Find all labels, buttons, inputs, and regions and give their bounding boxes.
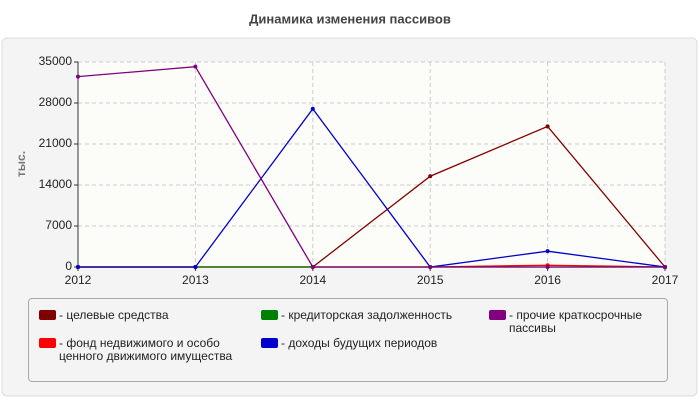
- plot-area: [78, 62, 665, 267]
- point: [428, 174, 433, 179]
- legend-swatch: [261, 338, 278, 348]
- x-tick-label: 2017: [652, 273, 679, 287]
- legend-swatch: [39, 310, 56, 320]
- legend-item: - прочие краткосрочные пассивы: [489, 309, 669, 335]
- point: [310, 265, 315, 269]
- legend-swatch: [261, 310, 278, 320]
- point: [76, 265, 80, 269]
- point: [663, 265, 667, 269]
- y-tick-label: 35000: [39, 54, 73, 68]
- legend-swatch: [489, 310, 506, 320]
- legend-item: - кредиторская задолженность: [261, 309, 489, 335]
- series-line: [78, 107, 666, 268]
- y-tick-label: 21000: [39, 136, 73, 150]
- x-tick-label: 2016: [534, 273, 561, 287]
- point: [545, 124, 550, 129]
- point: [428, 265, 433, 269]
- legend-label: - фонд недвижимого и особо ценного движи…: [59, 336, 233, 363]
- legend-item: - доходы будущих периодов: [261, 337, 489, 363]
- y-tick-label: 28000: [39, 95, 73, 109]
- x-tick-label: 2013: [182, 273, 209, 287]
- y-tick-label: 0: [65, 259, 72, 273]
- x-tick-label: 2014: [299, 273, 326, 287]
- legend-label: - доходы будущих периодов: [281, 336, 438, 350]
- point: [545, 249, 550, 254]
- legend: - целевые средства - фонд недвижимого и о…: [28, 298, 668, 382]
- point: [193, 64, 198, 69]
- legend-label: - прочие краткосрочные пассивы: [509, 308, 643, 335]
- x-tick-label: 2015: [417, 273, 444, 287]
- y-tick-label: 14000: [39, 177, 73, 191]
- point: [193, 265, 198, 269]
- point: [310, 106, 315, 111]
- x-tick-label: 2012: [65, 273, 92, 287]
- chart-title: Динамика изменения пассивов: [249, 11, 451, 26]
- point: [76, 74, 80, 79]
- y-axis-label: тыс.: [14, 151, 28, 177]
- y-tick-label: 7000: [45, 218, 72, 232]
- point: [545, 265, 550, 269]
- legend-swatch: [39, 338, 56, 348]
- legend-item: - фонд недвижимого и особо ценного движи…: [39, 337, 261, 363]
- legend-label: - кредиторская задолженность: [281, 308, 453, 322]
- legend-item: - целевые средства: [39, 309, 261, 335]
- series-line: [77, 66, 665, 268]
- legend-label: - целевые средства: [59, 308, 169, 322]
